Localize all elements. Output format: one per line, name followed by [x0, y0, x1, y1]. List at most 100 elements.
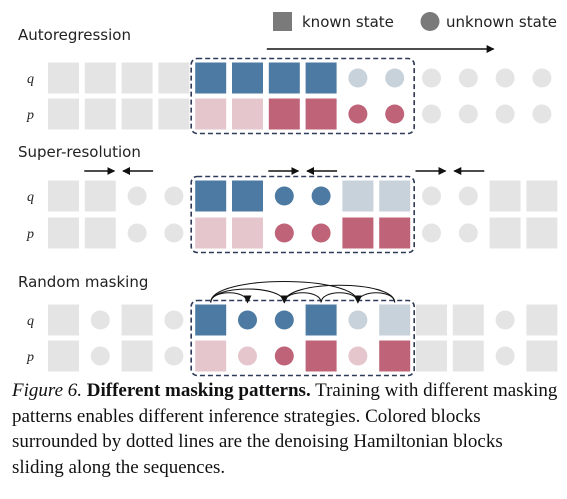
- q-known-state-block: [379, 180, 411, 212]
- hamiltonian-block-frame: [190, 175, 415, 254]
- q-unknown-state-circle: [458, 68, 478, 88]
- p-known-state-block: [121, 340, 153, 372]
- q-known-state-block: [489, 180, 521, 212]
- q-known-state-block: [195, 304, 227, 336]
- row-label-p: p: [26, 108, 34, 123]
- p-unknown-state-circle: [495, 346, 515, 366]
- q-unknown-state-circle: [274, 186, 294, 206]
- p-known-state-block: [452, 340, 484, 372]
- q-unknown-state-circle: [238, 310, 257, 330]
- q-unknown-state-circle: [495, 310, 515, 330]
- q-unknown-state-circle: [385, 68, 405, 88]
- legend-unknown-label: unknown state: [446, 13, 557, 31]
- p-unknown-state-circle: [274, 223, 294, 243]
- caption-body: Training with different masking patterns…: [12, 380, 558, 478]
- p-known-state-block: [48, 217, 79, 249]
- dependency-arc: [280, 284, 396, 304]
- p-known-state-block: [84, 98, 116, 130]
- p-known-state-block: [489, 217, 521, 249]
- row-label-q: q: [27, 72, 34, 87]
- q-known-state-block: [232, 180, 263, 212]
- q-known-state-block: [195, 180, 227, 212]
- q-unknown-state-circle: [348, 310, 368, 330]
- q-known-state-block: [452, 304, 484, 336]
- q-unknown-state-circle: [164, 310, 184, 330]
- panel-autoregression: Autoregression q p: [18, 26, 552, 135]
- p-known-state-block: [416, 340, 447, 372]
- p-unknown-state-circle: [348, 346, 368, 366]
- p-known-state-block: [379, 217, 411, 249]
- row-label-q: q: [27, 190, 34, 205]
- p-unknown-state-circle: [422, 104, 441, 124]
- panel-super-resolution: Super-resolution q p: [18, 143, 558, 254]
- caption-title: Different masking patterns.: [86, 380, 311, 401]
- q-unknown-state-circle: [532, 68, 552, 88]
- p-known-state-block: [84, 217, 116, 249]
- hamiltonian-block-frame: [190, 57, 415, 135]
- panel-title: Super-resolution: [18, 143, 141, 161]
- q-known-state-block: [158, 62, 190, 94]
- masking-patterns-figure: known state unknown state Autoregression…: [18, 12, 558, 377]
- p-known-state-block: [232, 217, 263, 249]
- q-known-state-block: [379, 304, 411, 336]
- q-known-state-block: [305, 304, 337, 336]
- p-known-state-block: [48, 98, 79, 130]
- p-known-state-block: [158, 98, 190, 130]
- legend-known-label: known state: [302, 13, 394, 31]
- p-known-state-block: [379, 340, 411, 372]
- panel-random-masking: Random masking q p: [18, 273, 558, 377]
- p-known-state-block: [232, 98, 263, 130]
- q-unknown-state-circle: [422, 186, 441, 206]
- p-known-state-block: [268, 98, 300, 130]
- caption-figure-label: Figure 6.: [12, 380, 83, 401]
- q-known-state-block: [84, 62, 116, 94]
- p-known-state-block: [526, 340, 558, 372]
- q-known-state-block: [305, 62, 337, 94]
- panel-title: Autoregression: [18, 26, 131, 44]
- row-label-p: p: [26, 227, 34, 242]
- legend-unknown-swatch: [420, 12, 440, 31]
- p-unknown-state-circle: [348, 104, 368, 124]
- q-known-state-block: [268, 62, 300, 94]
- p-unknown-state-circle: [532, 104, 552, 124]
- p-unknown-state-circle: [127, 223, 147, 243]
- p-known-state-block: [342, 217, 374, 249]
- q-unknown-state-circle: [422, 68, 441, 88]
- q-known-state-block: [342, 180, 374, 212]
- row-label-q: q: [27, 314, 34, 329]
- q-unknown-state-circle: [127, 186, 147, 206]
- q-known-state-block: [48, 304, 79, 336]
- q-known-state-block: [416, 304, 447, 336]
- q-known-state-block: [232, 62, 263, 94]
- p-known-state-block: [305, 340, 337, 372]
- legend-known-swatch: [273, 12, 292, 31]
- q-known-state-block: [526, 304, 558, 336]
- p-known-state-block: [526, 217, 558, 249]
- p-unknown-state-circle: [90, 346, 110, 366]
- p-known-state-block: [195, 98, 227, 130]
- q-known-state-block: [195, 62, 227, 94]
- row-label-p: p: [26, 350, 34, 365]
- p-unknown-state-circle: [385, 104, 405, 124]
- q-unknown-state-circle: [348, 68, 368, 88]
- hamiltonian-block-frame: [190, 299, 415, 377]
- q-known-state-block: [121, 62, 153, 94]
- q-unknown-state-circle: [164, 186, 184, 206]
- p-known-state-block: [195, 340, 227, 372]
- q-unknown-state-circle: [458, 186, 478, 206]
- p-unknown-state-circle: [495, 104, 515, 124]
- panels: AutoregressionqpSuper-resolutionqpRandom…: [18, 26, 558, 377]
- p-unknown-state-circle: [458, 223, 478, 243]
- p-unknown-state-circle: [311, 223, 331, 243]
- dependency-arc: [210, 281, 362, 304]
- q-unknown-state-circle: [274, 310, 294, 330]
- q-known-state-block: [48, 62, 79, 94]
- q-unknown-state-circle: [495, 68, 515, 88]
- q-known-state-block: [48, 180, 79, 212]
- p-unknown-state-circle: [274, 346, 294, 366]
- p-unknown-state-circle: [164, 223, 184, 243]
- q-known-state-block: [526, 180, 558, 212]
- p-known-state-block: [195, 217, 227, 249]
- q-known-state-block: [121, 304, 153, 336]
- q-unknown-state-circle: [90, 310, 110, 330]
